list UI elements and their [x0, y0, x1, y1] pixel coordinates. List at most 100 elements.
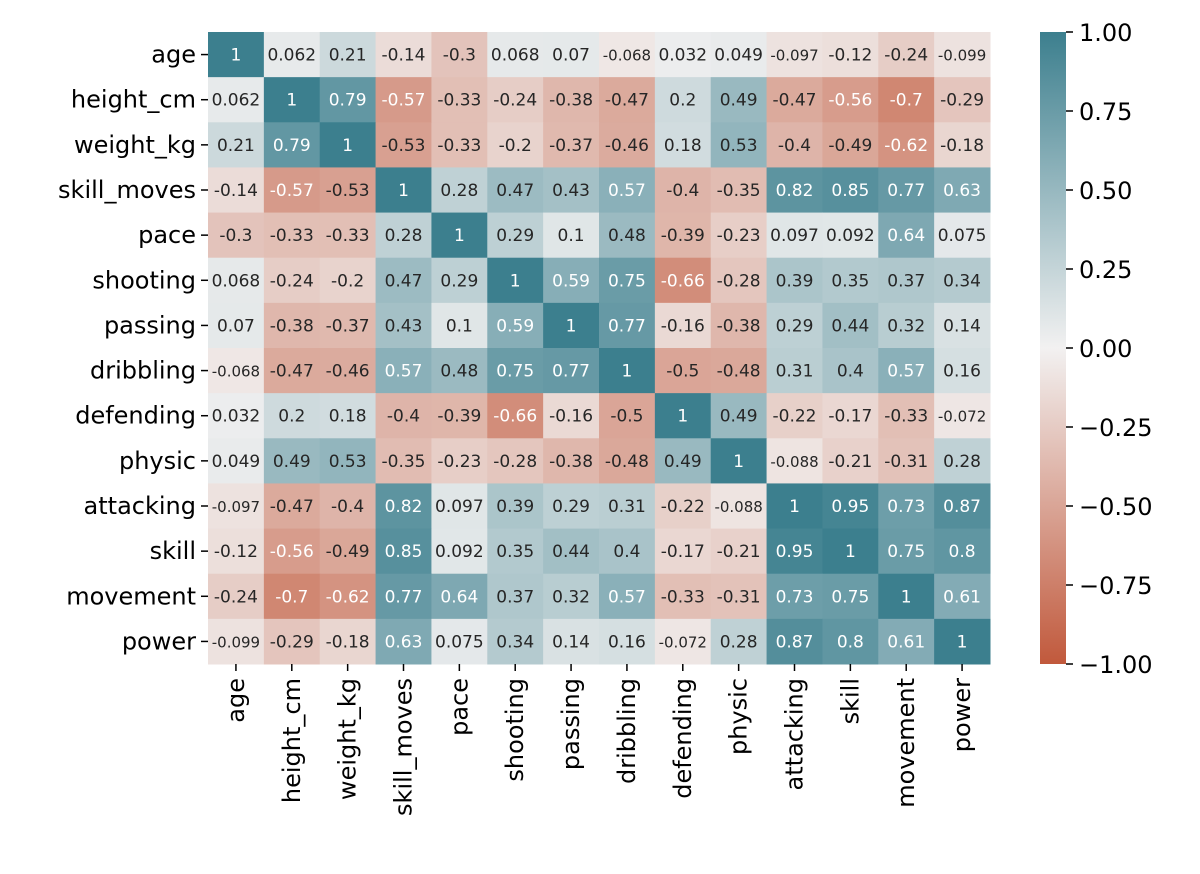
heatmap-cell: [543, 528, 600, 575]
cell-value-label: -0.24: [214, 587, 258, 607]
heatmap-cells: 1 0.062 0.21 -0.14 -0.3 0.068 0.07 -0.068 0.032 0…: [208, 32, 991, 665]
heatmap-cell: [766, 77, 823, 123]
cell-value-label: 0.28: [385, 226, 423, 246]
heatmap-cell: [878, 212, 935, 259]
heatmap-cell: [431, 528, 488, 575]
heatmap-cell: [431, 393, 488, 439]
x-tick-label: shooting: [501, 678, 529, 782]
cell-value-label: -0.33: [326, 226, 370, 246]
x-tick-label: power: [948, 678, 976, 752]
cell-value-label: -0.7: [275, 587, 308, 607]
heatmap-cell: [599, 122, 656, 168]
heatmap-cell: [208, 77, 265, 123]
heatmap-cell: [654, 212, 712, 259]
heatmap-cell: [208, 32, 265, 78]
colorbar: 1.00 0.75 0.50 0.25 0.00 −0.25 −0.50 −0.75 −1.00: [1040, 19, 1153, 679]
cell-value-label: 0.2: [669, 91, 696, 111]
heatmap-cell: [878, 573, 935, 620]
cell-value-label: 0.34: [943, 271, 981, 291]
cell-value-label: 0.16: [943, 362, 981, 382]
cell-value-label: 0.062: [267, 46, 316, 66]
heatmap-cell: [654, 618, 712, 665]
cell-value-label: -0.16: [549, 407, 593, 427]
heatmap-cell: [766, 528, 823, 575]
heatmap-cell: [208, 302, 265, 349]
x-tick-label: defending: [669, 678, 697, 799]
cell-value-label: -0.3: [443, 46, 476, 66]
cell-value-label: 0.95: [831, 497, 869, 517]
heatmap-cell: [934, 302, 991, 349]
cell-value-label: -0.18: [940, 136, 984, 156]
heatmap-cell: [599, 167, 656, 214]
cell-value-label: -0.097: [770, 47, 818, 65]
y-tick-label: height_cm: [71, 86, 196, 114]
cell-value-label: 0.8: [949, 542, 976, 562]
heatmap-cell: [543, 573, 600, 620]
heatmap-cell: [766, 348, 823, 394]
heatmap-cell: [710, 393, 768, 439]
heatmap-cell: [710, 618, 768, 665]
cell-value-label: -0.56: [270, 542, 314, 562]
cell-value-label: 1: [622, 362, 633, 382]
heatmap-cell: [934, 393, 991, 439]
heatmap-cell: [319, 257, 377, 304]
heatmap-cell: [431, 212, 488, 259]
heatmap-cell: [599, 393, 656, 439]
cell-value-label: -0.33: [884, 407, 928, 427]
heatmap-cell: [263, 32, 321, 78]
heatmap-cell: [263, 438, 321, 484]
cell-value-label: 0.57: [608, 181, 646, 201]
cell-value-label: 1: [342, 136, 353, 156]
cell-value-label: 0.34: [496, 632, 534, 652]
cell-value-label: 1: [454, 226, 465, 246]
heatmap-cell: [934, 348, 991, 394]
heatmap-cell: [822, 167, 879, 214]
cell-value-label: 0.79: [273, 136, 311, 156]
cell-value-label: 0.068: [212, 271, 261, 291]
heatmap-cell: [599, 32, 656, 78]
cell-value-label: -0.33: [437, 91, 481, 111]
heatmap-cell: [710, 348, 768, 394]
cell-value-label: 0.032: [212, 407, 261, 427]
x-tick-label: skill: [836, 678, 864, 724]
cell-value-label: -0.33: [270, 226, 314, 246]
heatmap-cell: [375, 483, 432, 530]
y-tick-label: shooting: [92, 266, 196, 294]
heatmap-cell: [375, 618, 432, 665]
y-tick-label: attacking: [84, 492, 196, 520]
cell-value-label: -0.48: [717, 362, 761, 382]
y-tick-label: movement: [66, 582, 196, 610]
heatmap-cell: [375, 257, 432, 304]
heatmap-cell: [487, 573, 544, 620]
heatmap-cell: [654, 483, 712, 530]
x-tick-label: age: [222, 678, 250, 723]
cell-value-label: -0.53: [382, 136, 426, 156]
heatmap-cell: [431, 302, 488, 349]
heatmap-cell: [487, 212, 544, 259]
cell-value-label: 0.032: [658, 46, 707, 66]
heatmap-cell: [822, 483, 879, 530]
heatmap-cell: [263, 573, 321, 620]
cell-value-label: 0.35: [496, 542, 534, 562]
heatmap-cell: [654, 167, 712, 214]
cell-value-label: -0.38: [549, 91, 593, 111]
cell-value-label: -0.37: [326, 316, 370, 336]
cell-value-label: -0.57: [382, 91, 426, 111]
cell-value-label: 0.44: [552, 542, 590, 562]
cell-value-label: 0.87: [776, 632, 814, 652]
cell-value-label: 0.57: [385, 362, 423, 382]
cell-value-label: 0.068: [491, 46, 540, 66]
cell-value-label: 1: [231, 46, 242, 66]
heatmap-cell: [431, 618, 488, 665]
heatmap-cell: [878, 618, 935, 665]
heatmap-cell: [599, 302, 656, 349]
heatmap-cell: [431, 77, 488, 123]
heatmap-cell: [766, 438, 823, 484]
heatmap-cell: [710, 573, 768, 620]
cell-value-label: -0.068: [212, 363, 260, 381]
cell-value-label: 0.4: [613, 542, 640, 562]
heatmap-cell: [543, 618, 600, 665]
cell-value-label: -0.23: [717, 226, 761, 246]
heatmap-cell: [543, 167, 600, 214]
